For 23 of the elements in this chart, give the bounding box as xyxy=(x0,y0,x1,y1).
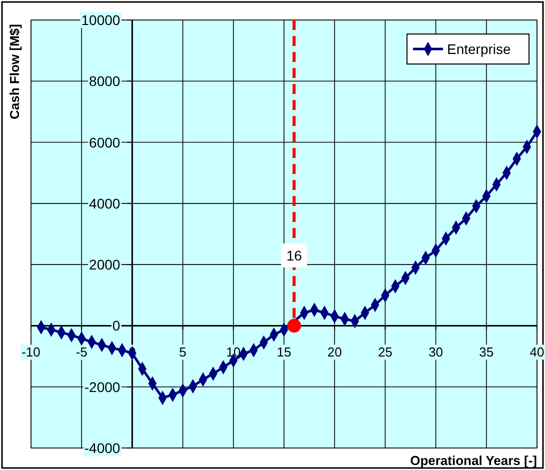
x-tick-label: 10 xyxy=(226,344,241,360)
point xyxy=(287,318,302,333)
x-tick-label: 20 xyxy=(327,344,342,360)
legend-label: Enterprise xyxy=(447,41,512,57)
y-tick-label: 10000 xyxy=(81,12,120,28)
ref-line-label: 16 xyxy=(286,247,302,264)
y-tick-label: 6000 xyxy=(89,134,120,150)
y-tick-label: -2000 xyxy=(84,378,120,395)
y-tick-label: -4000 xyxy=(84,440,120,456)
x-tick-label: -5 xyxy=(76,344,88,360)
y-tick-label: 0 xyxy=(112,318,120,334)
x-tick-label: 15 xyxy=(276,344,292,360)
y-tick-label: 8000 xyxy=(89,73,120,90)
y-tick-label: 2000 xyxy=(89,256,120,273)
y-axis-title: Cash Flow [M$] xyxy=(7,24,22,120)
x-tick-label: 25 xyxy=(378,344,392,360)
x-tick-label: -10 xyxy=(22,344,40,360)
x-tick-label: 30 xyxy=(428,344,444,360)
x-tick-label: 35 xyxy=(479,344,494,360)
x-tick-label: 5 xyxy=(179,344,186,360)
x-tick-label: 40 xyxy=(530,344,544,360)
y-tick-label: 4000 xyxy=(89,195,120,212)
x-axis-title: Operational Years [-] xyxy=(410,453,537,468)
